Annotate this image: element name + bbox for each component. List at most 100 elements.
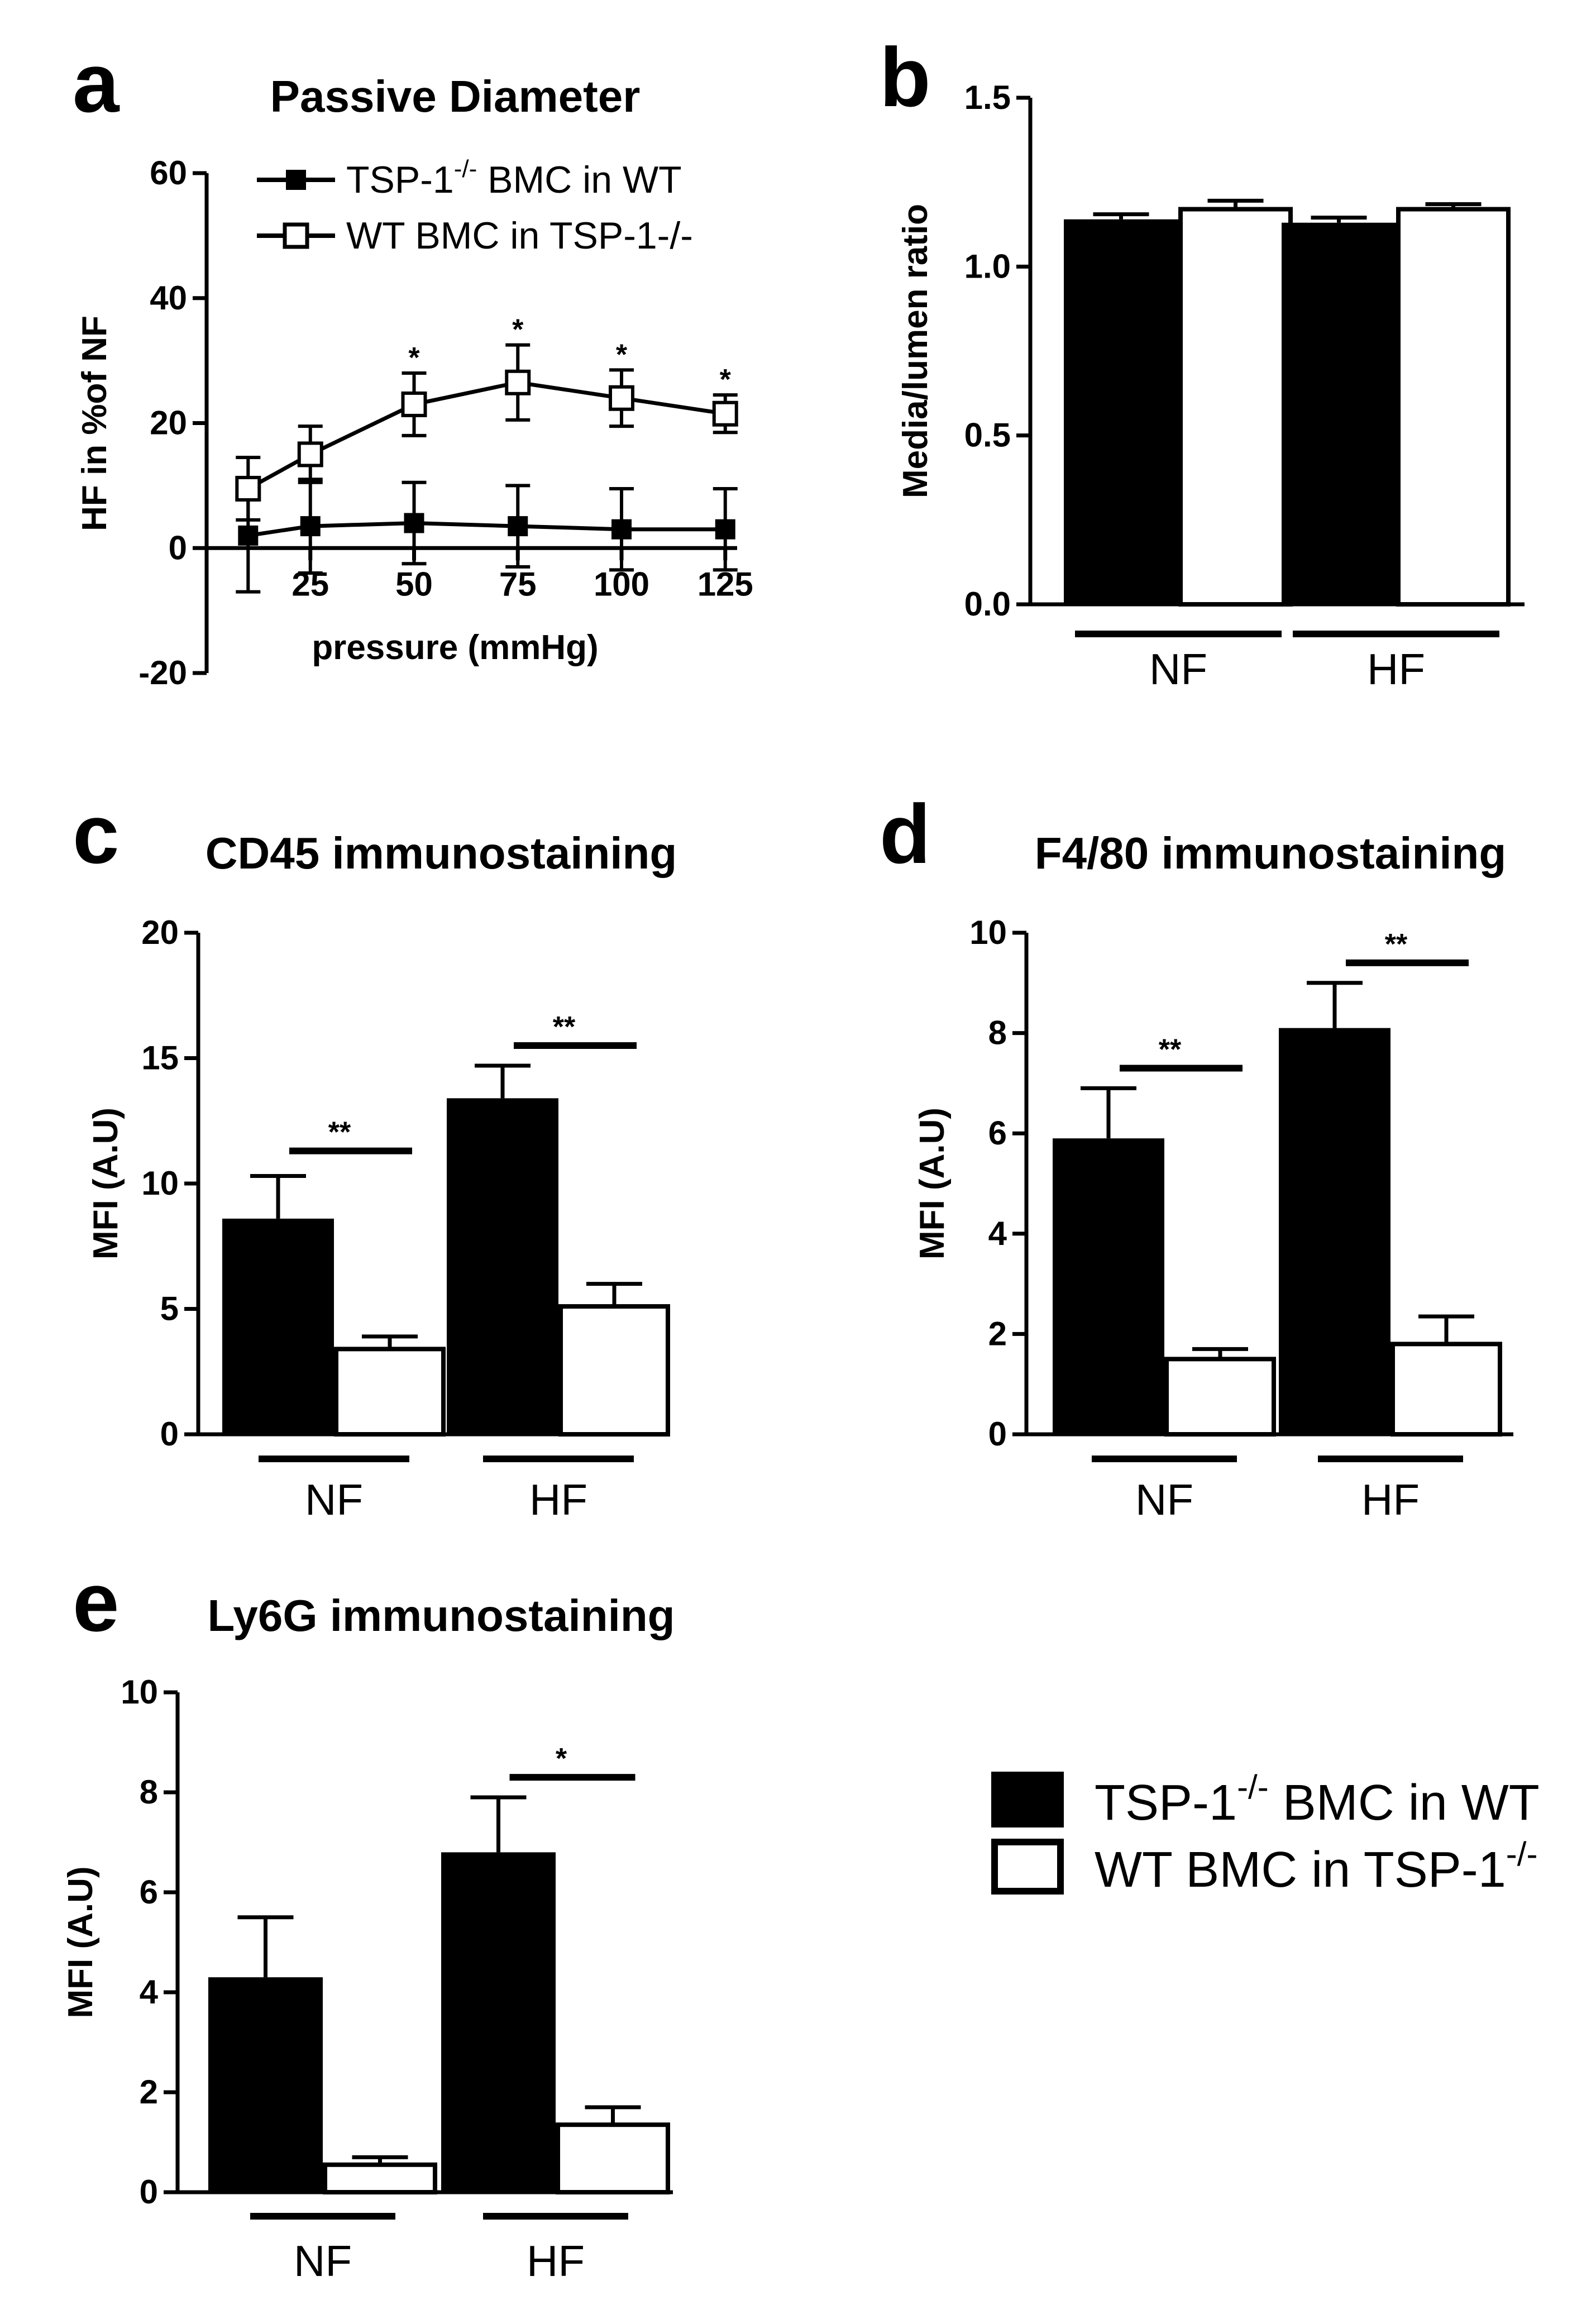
panel-e-y-tick-label: 8 bbox=[140, 1773, 158, 1811]
panel-c-significance: ** bbox=[328, 1116, 351, 1149]
panel-d-title: F4/80 immunostaining bbox=[1035, 828, 1507, 878]
panel-label-a: a bbox=[73, 36, 120, 130]
panel-b-bar-open bbox=[1178, 207, 1293, 607]
panel-c-title: CD45 immunostaining bbox=[206, 828, 677, 878]
panel-e-y-axis-title: MFI (A.U) bbox=[61, 1866, 100, 2018]
panel-b-bar-filled bbox=[1282, 222, 1396, 604]
panel-e-bar-filled bbox=[441, 1852, 556, 2192]
panel-a-y-tick-label: 40 bbox=[150, 279, 187, 317]
panel-label-b: b bbox=[880, 30, 931, 124]
panel-e-bar-chart: Ly6G immunostaining 0 2 4 6 8 10 MFI (A.U) NF HF * bbox=[61, 1591, 675, 2285]
panel-a-x-tick-label: 50 bbox=[395, 565, 433, 603]
panel-c-bar-filled bbox=[222, 1218, 334, 1434]
legend-swatch-filled bbox=[991, 1772, 1064, 1827]
panel-c-y-tick-label: 10 bbox=[141, 1165, 179, 1202]
panel-a-point-filled bbox=[611, 519, 632, 540]
panel-b-y-tick-label: 1.5 bbox=[964, 79, 1011, 116]
panel-e-y-tick-label: 4 bbox=[140, 1973, 159, 2011]
panel-label-e: e bbox=[73, 1555, 119, 1649]
panel-c-bar-filled bbox=[447, 1098, 558, 1434]
panel-e-significance: * bbox=[556, 1743, 567, 1775]
panel-d-category-label: HF bbox=[1361, 1475, 1420, 1524]
panel-a-significance: * bbox=[512, 314, 524, 346]
panel-a-y-tick-label: 60 bbox=[150, 154, 187, 192]
legend-a-label-filled: TSP-1-/- BMC in WT bbox=[346, 155, 682, 201]
panel-b-y-tick-label: 1.0 bbox=[964, 247, 1011, 285]
panel-c-y-tick-label: 0 bbox=[160, 1415, 179, 1453]
panel-a-x-tick-label: 75 bbox=[499, 565, 537, 603]
panel-label-c: c bbox=[73, 787, 119, 881]
legend-a-marker-filled bbox=[286, 170, 306, 190]
panel-d-bar-open bbox=[1164, 1357, 1276, 1437]
panel-c-y-tick-label: 5 bbox=[160, 1290, 179, 1328]
panel-label-d: d bbox=[880, 787, 931, 881]
panel-e-category-label: NF bbox=[294, 2236, 352, 2285]
panel-e-y-tick-label: 2 bbox=[140, 2073, 158, 2111]
panel-a-title: Passive Diameter bbox=[270, 71, 641, 121]
panel-d-significance: ** bbox=[1159, 1033, 1182, 1066]
panel-a-point-open bbox=[712, 400, 738, 427]
panel-a-point-filled bbox=[508, 516, 528, 537]
panel-b-category-label: HF bbox=[1367, 645, 1425, 694]
panel-a-y-tick-label: 20 bbox=[150, 404, 187, 442]
panel-c-y-tick-label: 20 bbox=[141, 914, 179, 951]
panel-d-y-tick-label: 6 bbox=[988, 1114, 1007, 1152]
panel-c-category-label: HF bbox=[529, 1475, 587, 1524]
panel-d-bar-filled bbox=[1279, 1028, 1390, 1434]
panel-e-category-label: HF bbox=[527, 2236, 585, 2285]
panel-d-bar-open bbox=[1390, 1342, 1502, 1437]
panel-b-y-axis-title: Media/lumen ratio bbox=[896, 204, 935, 498]
panel-b-bar-open bbox=[1396, 207, 1511, 607]
panel-e-bar-open bbox=[556, 2122, 670, 2195]
panel-d-y-tick-label: 2 bbox=[988, 1315, 1007, 1352]
figure-legend: TSP-1-/- BMC in WT WT BMC in TSP-1-/- bbox=[991, 1768, 1540, 1898]
panel-d-significance: ** bbox=[1385, 928, 1408, 961]
panel-a-point-open bbox=[609, 385, 634, 411]
panel-a-y-tick-label: -20 bbox=[138, 654, 187, 691]
panel-d-y-tick-label: 8 bbox=[988, 1014, 1007, 1052]
panel-a-y-axis-title: HF in %of NF bbox=[75, 316, 114, 531]
panel-a-significance: * bbox=[408, 342, 420, 374]
panel-a-point-open bbox=[235, 475, 261, 502]
panel-a-point-open bbox=[297, 441, 323, 467]
legend-label-filled: TSP-1-/- BMC in WT bbox=[1095, 1768, 1540, 1831]
legend-label-open: WT BMC in TSP-1-/- bbox=[1095, 1835, 1537, 1898]
panel-c-category-label: NF bbox=[305, 1475, 363, 1524]
panel-a-legend: TSP-1-/- BMC in WT WT BMC in TSP-1-/- bbox=[257, 155, 693, 257]
panel-e-title: Ly6G immunostaining bbox=[207, 1591, 675, 1640]
panel-a-point-filled bbox=[300, 516, 321, 537]
panel-b-bar-chart: 0.0 0.5 1.0 1.5 Media/lumen ratio NF HF bbox=[896, 79, 1525, 694]
panel-c-bar-open bbox=[558, 1304, 670, 1437]
panel-b-bar-filled bbox=[1064, 219, 1178, 604]
panel-d-bar-filled bbox=[1053, 1138, 1164, 1434]
panel-a-x-tick-label: 100 bbox=[594, 565, 649, 603]
panel-a-series-line-2 bbox=[247, 380, 726, 491]
panel-d-y-tick-label: 0 bbox=[988, 1415, 1007, 1453]
panel-a-x-tick-label: 125 bbox=[697, 565, 753, 603]
panel-a-point-open bbox=[505, 369, 531, 395]
panel-a-point-filled bbox=[715, 519, 735, 540]
panel-c-y-axis-title: MFI (A.U) bbox=[87, 1108, 125, 1259]
panel-d-category-label: NF bbox=[1135, 1475, 1193, 1524]
panel-c-y-tick-label: 15 bbox=[141, 1039, 179, 1077]
panel-a-point-filled bbox=[238, 525, 259, 546]
panel-d-bar-chart: F4/80 immunostaining 0 2 4 6 8 10 MFI (A.U) NF HF… bbox=[913, 828, 1513, 1524]
panel-d-y-tick-label: 4 bbox=[988, 1215, 1007, 1252]
panel-c-bar-open bbox=[334, 1347, 446, 1437]
panel-a-point-filled bbox=[404, 513, 424, 533]
legend-a-label-open: WT BMC in TSP-1-/- bbox=[346, 214, 693, 257]
panel-e-y-tick-label: 0 bbox=[140, 2173, 158, 2211]
panel-d-y-axis-title: MFI (A.U) bbox=[913, 1108, 952, 1259]
legend-swatch-open bbox=[991, 1839, 1064, 1895]
panel-d-y-tick-label: 10 bbox=[969, 914, 1007, 951]
panel-b-category-label: NF bbox=[1149, 645, 1207, 694]
legend-a-marker-open bbox=[283, 222, 309, 249]
panel-a-series-line-1 bbox=[247, 521, 725, 538]
panel-a-x-axis-title: pressure (mmHg) bbox=[312, 628, 598, 667]
panel-e-bar-open bbox=[323, 2162, 437, 2194]
panel-c-significance: ** bbox=[553, 1011, 576, 1043]
panel-e-y-tick-label: 10 bbox=[121, 1673, 158, 1711]
panel-c-bar-chart: CD45 immunostaining 0 5 10 15 20 MFI (A.U) NF HF… bbox=[87, 828, 677, 1524]
